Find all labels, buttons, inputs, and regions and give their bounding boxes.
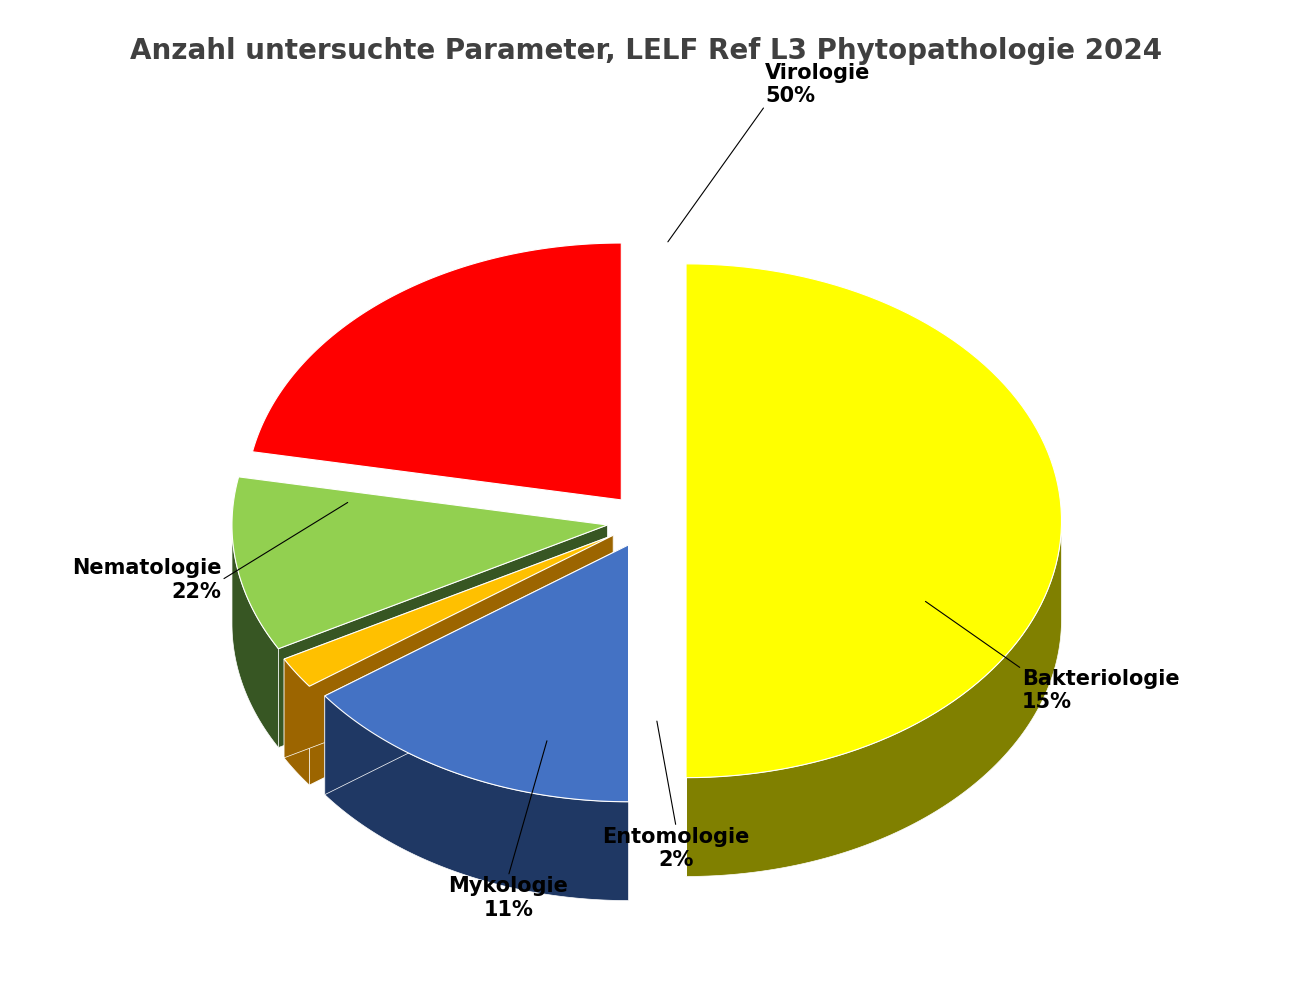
Polygon shape	[231, 477, 608, 648]
Text: Bakteriologie
15%: Bakteriologie 15%	[1021, 669, 1179, 712]
Text: Virologie
50%: Virologie 50%	[765, 62, 870, 106]
Polygon shape	[284, 659, 309, 786]
Polygon shape	[231, 525, 278, 747]
Polygon shape	[687, 264, 1062, 778]
Polygon shape	[284, 535, 613, 686]
Polygon shape	[278, 525, 608, 747]
Text: Anzahl untersuchte Parameter, LELF Ref L3 Phytopathologie 2024: Anzahl untersuchte Parameter, LELF Ref L…	[131, 37, 1162, 64]
Polygon shape	[325, 695, 628, 901]
Text: Nematologie
22%: Nematologie 22%	[72, 558, 221, 601]
Polygon shape	[284, 535, 613, 758]
Polygon shape	[687, 521, 1062, 877]
Text: Entomologie
2%: Entomologie 2%	[603, 827, 750, 871]
Polygon shape	[309, 535, 613, 786]
Text: Mykologie
11%: Mykologie 11%	[449, 877, 568, 920]
Polygon shape	[252, 243, 622, 500]
Polygon shape	[325, 545, 628, 795]
Polygon shape	[325, 545, 628, 802]
